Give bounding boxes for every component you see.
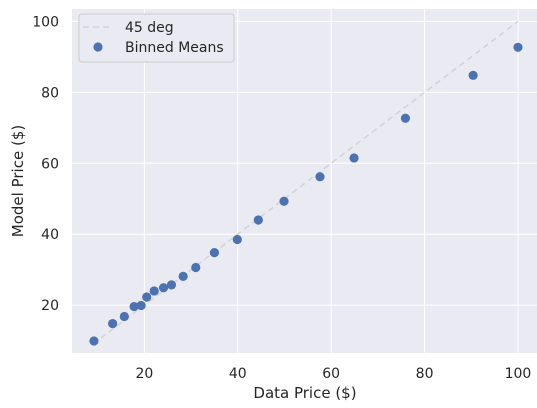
scatter-point xyxy=(232,234,242,245)
y-tick-labels: 20 40 60 80 100 xyxy=(32,14,59,314)
scatter-point xyxy=(119,311,129,322)
legend-label-45-deg: 45 deg xyxy=(125,20,174,36)
scatter-point xyxy=(400,113,411,123)
scatter-point xyxy=(149,286,159,296)
scatter-point xyxy=(129,301,139,312)
y-tick-label: 20 xyxy=(41,298,59,314)
scatter-point xyxy=(191,262,201,273)
legend-label-binned-means: Binned Means xyxy=(125,40,224,56)
x-tick-label: 80 xyxy=(416,366,434,382)
scatter-point xyxy=(108,318,118,329)
reference-line-layer xyxy=(92,20,519,345)
scatter-point xyxy=(468,70,478,80)
x-tick-label: 40 xyxy=(229,366,247,382)
y-tick-label: 80 xyxy=(41,85,59,101)
grid xyxy=(72,9,537,353)
y-tick-label: 60 xyxy=(41,156,59,172)
x-tick-label: 60 xyxy=(322,366,340,382)
legend-marker-swatch xyxy=(93,42,103,52)
scatter-point xyxy=(315,172,325,182)
scatter-point xyxy=(253,215,263,225)
y-axis-label: Model Price ($) xyxy=(9,125,27,237)
scatter-point xyxy=(513,42,523,52)
scatter-points xyxy=(89,42,523,346)
x-axis-label: Data Price ($) xyxy=(253,384,356,402)
y-tick-label: 40 xyxy=(41,227,59,243)
x-tick-label: 20 xyxy=(135,366,153,382)
scatter-point xyxy=(279,196,289,206)
scatter-point xyxy=(209,248,220,258)
scatter-point xyxy=(89,336,99,346)
scatter-point xyxy=(166,280,177,290)
scatter-point xyxy=(349,153,359,163)
reference-line-45-deg xyxy=(92,20,519,345)
scatter-point xyxy=(136,300,146,311)
scatter-point xyxy=(178,271,188,281)
x-tick-labels: 20 40 60 80 100 xyxy=(135,366,531,382)
legend-box xyxy=(78,13,235,63)
x-tick-label: 100 xyxy=(505,366,532,382)
scatter-point xyxy=(142,292,152,302)
legend: 45 deg Binned Means xyxy=(78,13,235,63)
y-tick-label: 100 xyxy=(32,14,59,30)
scatter-point xyxy=(158,283,169,293)
